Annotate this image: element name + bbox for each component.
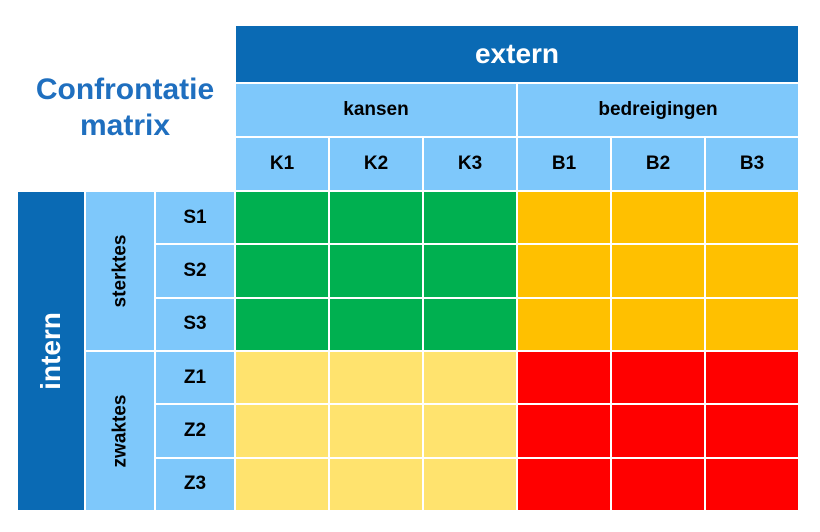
matrix-cell-z2-k1 <box>236 405 330 459</box>
matrix-cell-z1-k1 <box>236 351 330 406</box>
row-label: S1 <box>183 206 207 228</box>
column-header-b2: B2 <box>612 138 706 192</box>
row-label: Z1 <box>183 366 207 388</box>
matrix-cell-z1-k2 <box>330 351 424 406</box>
matrix-cell-z2-b2 <box>612 405 706 459</box>
matrix-cell-s3-b3 <box>706 298 800 352</box>
matrix-cell-z3-k1 <box>236 458 330 512</box>
matrix-cell-z1-k3 <box>424 351 518 406</box>
matrix-cell-s1-b1 <box>518 192 612 246</box>
column-header-k2: K2 <box>330 138 424 192</box>
matrix-cell-s2-k1 <box>236 245 330 299</box>
matrix-cell-s3-k3 <box>424 298 518 352</box>
matrix-cell-z3-b1 <box>518 458 612 512</box>
bedreigingen-label: bedreigingen <box>598 99 718 120</box>
title-line-2: matrix <box>79 109 171 142</box>
row-label: S2 <box>183 259 207 281</box>
row-header-s2: S2 <box>156 245 236 299</box>
matrix-cell-z2-b1 <box>518 405 612 459</box>
column-header-b1: B1 <box>518 138 612 192</box>
matrix-cell-z3-k2 <box>330 458 424 512</box>
matrix-cell-z3-k3 <box>424 458 518 512</box>
matrix-cell-s1-k3 <box>424 192 518 246</box>
column-header-b3: B3 <box>706 138 800 192</box>
matrix-cell-s3-k2 <box>330 298 424 352</box>
column-label: B1 <box>551 153 577 174</box>
matrix-cell-s3-k1 <box>236 298 330 352</box>
column-header-k3: K3 <box>424 138 518 192</box>
matrix-cell-s1-b2 <box>612 192 706 246</box>
intern-label: intern <box>35 312 66 390</box>
matrix-cell-z1-b1 <box>518 351 612 406</box>
column-label: K1 <box>269 153 295 174</box>
matrix-cell-z1-b2 <box>612 351 706 406</box>
matrix-cell-z2-b3 <box>706 405 800 459</box>
row-header-z1: Z1 <box>156 351 236 406</box>
intern-header: intern <box>18 192 86 512</box>
matrix-cell-z3-b3 <box>706 458 800 512</box>
column-label: K2 <box>363 153 389 174</box>
matrix-cell-s2-b1 <box>518 245 612 299</box>
title-line-1: Confrontatie <box>35 73 215 106</box>
row-label: Z3 <box>183 473 207 495</box>
matrix-cell-s1-k2 <box>330 192 424 246</box>
column-label: B2 <box>645 153 671 174</box>
matrix-cell-s3-b1 <box>518 298 612 352</box>
extern-label: extern <box>474 38 560 69</box>
row-header-z2: Z2 <box>156 405 236 459</box>
row-header-z3: Z3 <box>156 458 236 512</box>
kansen-header: kansen <box>236 84 518 138</box>
sterktes-header: sterktes <box>86 192 156 352</box>
matrix-cell-s1-b3 <box>706 192 800 246</box>
row-header-s1: S1 <box>156 192 236 246</box>
matrix-cell-s2-b2 <box>612 245 706 299</box>
matrix-cell-s2-k2 <box>330 245 424 299</box>
row-label: S3 <box>183 313 207 335</box>
column-label: K3 <box>457 153 483 174</box>
column-header-k1: K1 <box>236 138 330 192</box>
zwaktes-header: zwaktes <box>86 352 156 512</box>
kansen-label: kansen <box>343 99 409 120</box>
bedreigingen-header: bedreigingen <box>518 84 800 138</box>
matrix-cell-z2-k2 <box>330 405 424 459</box>
zwaktes-label: zwaktes <box>109 394 130 468</box>
matrix-cell-s1-k1 <box>236 192 330 246</box>
row-label: Z2 <box>183 419 207 441</box>
matrix-cell-s2-b3 <box>706 245 800 299</box>
matrix-cell-z3-b2 <box>612 458 706 512</box>
column-label: B3 <box>739 153 765 174</box>
row-header-s3: S3 <box>156 298 236 352</box>
matrix-cell-z2-k3 <box>424 405 518 459</box>
matrix-cell-z1-b3 <box>706 351 800 406</box>
diagram-title: Confrontatie matrix <box>20 72 230 144</box>
matrix-cell-s2-k3 <box>424 245 518 299</box>
sterktes-label: sterktes <box>109 234 131 308</box>
matrix-cell-s3-b2 <box>612 298 706 352</box>
extern-header: extern <box>236 26 800 84</box>
